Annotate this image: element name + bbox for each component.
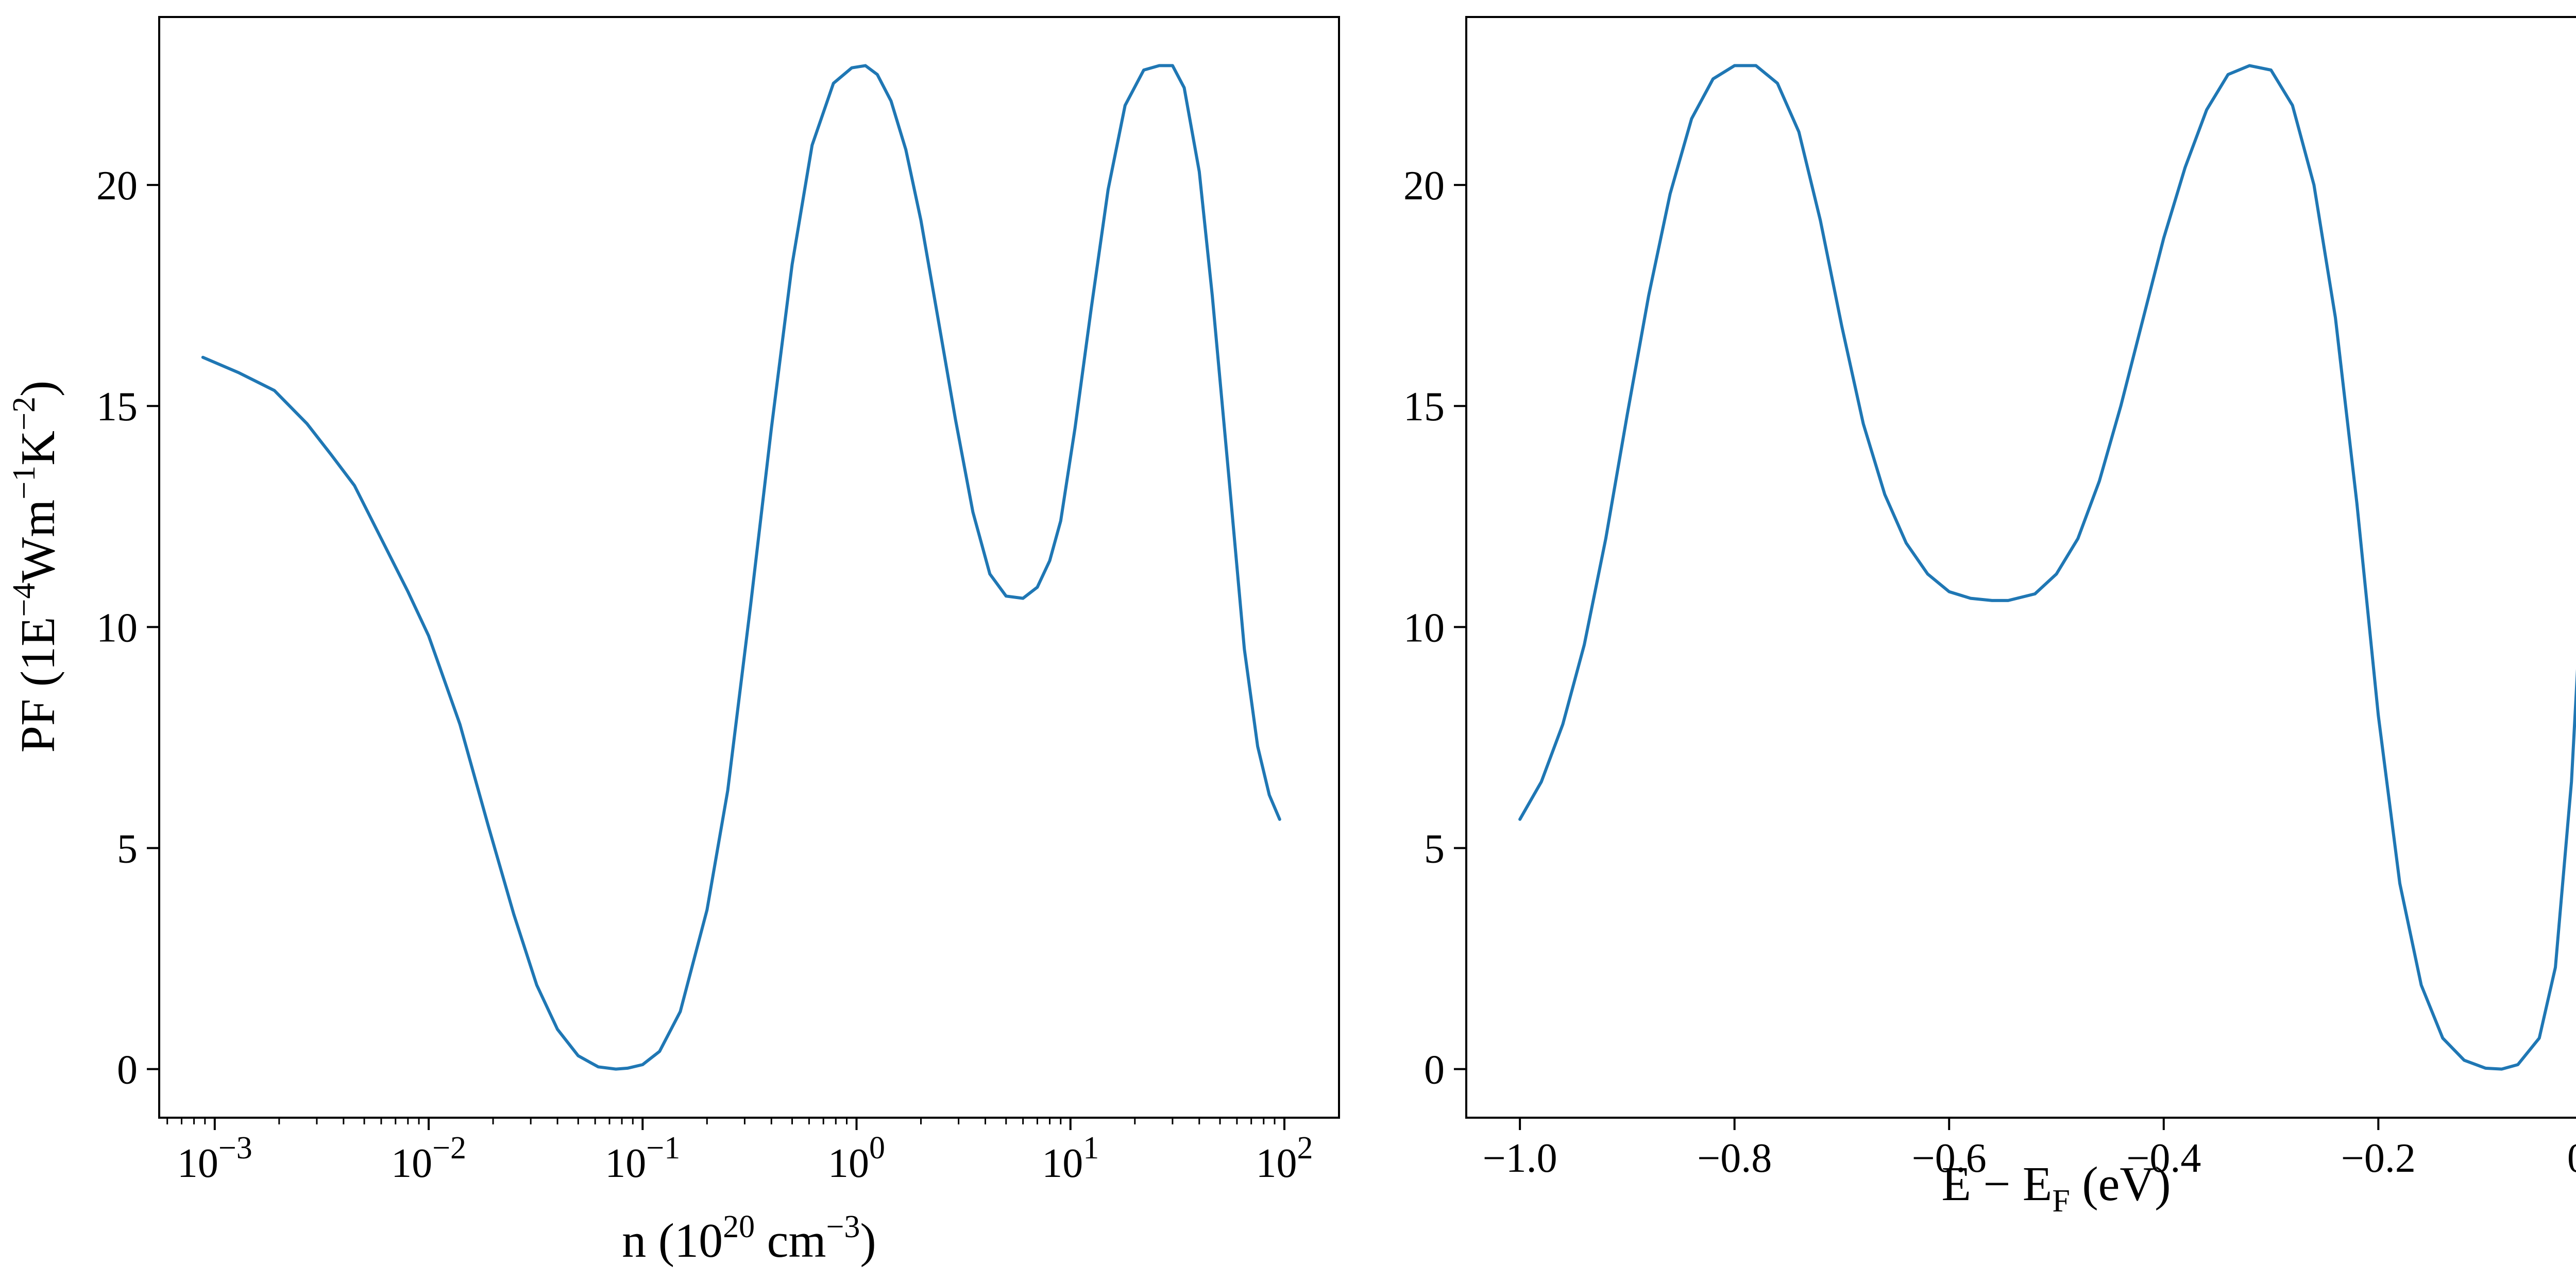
- y-tick-label: 0: [1424, 1048, 1445, 1093]
- x-axis-ticks: −1.0 −0.8 −0.6 −0.4 −0.2 0.0: [1483, 1118, 2576, 1181]
- y-axis-ticks: 0 5 10 15 20: [96, 163, 159, 1093]
- x-tick-label: −1.0: [1483, 1136, 1557, 1181]
- y-tick-label: 5: [1424, 826, 1445, 871]
- x-tick-label: −0.6: [1912, 1136, 1987, 1181]
- y-tick-label: 10: [96, 605, 138, 651]
- x-tick-label: −0.8: [1697, 1136, 1772, 1181]
- series-line-0: [1518, 64, 2576, 1071]
- y-tick-label: 0: [117, 1048, 138, 1093]
- series-line-0: [201, 64, 1281, 1071]
- chart-panel-left: 10−3 10−2 10−1 100 101 102 0 5 10 15 20 n (1020 c…: [7, 16, 1340, 1268]
- x-tick-label: −0.4: [2126, 1136, 2201, 1181]
- plot-frame: [158, 16, 1340, 1119]
- y-tick-label: 15: [96, 384, 138, 430]
- y-tick-label: 20: [96, 163, 138, 209]
- y-axis-ticks: 0 5 10 15 20: [1403, 163, 1466, 1093]
- x-axis-label: n (1020 cm−3): [622, 1209, 876, 1268]
- plot-frame: [1465, 16, 2576, 1119]
- y-axis-label: PF (1E−4Wm−1K−2): [7, 381, 65, 753]
- x-tick-label: 0.0: [2567, 1136, 2576, 1181]
- x-tick-label: 100: [828, 1131, 885, 1186]
- series-lines: [1518, 64, 2576, 1071]
- chart-panel-right: −1.0 −0.8 −0.6 −0.4 −0.2 0.0 0 5 10 15 20 E − EF …: [1403, 16, 2576, 1219]
- y-tick-label: 10: [1403, 605, 1445, 651]
- y-tick-label: 20: [1403, 163, 1445, 209]
- x-tick-label: 101: [1042, 1131, 1099, 1186]
- x-axis-ticks: 10−3 10−2 10−1 100 101 102: [166, 1118, 1313, 1186]
- x-tick-label: −0.2: [2341, 1136, 2416, 1181]
- x-tick-label: 10−1: [605, 1131, 680, 1186]
- x-tick-label: 102: [1256, 1131, 1313, 1186]
- series-lines: [201, 64, 1281, 1071]
- x-tick-label: 10−2: [391, 1131, 466, 1186]
- x-axis-label: E − EF (eV): [1941, 1157, 2171, 1219]
- x-tick-label: 10−3: [177, 1131, 252, 1186]
- y-tick-label: 5: [117, 826, 138, 871]
- y-tick-label: 15: [1403, 384, 1445, 430]
